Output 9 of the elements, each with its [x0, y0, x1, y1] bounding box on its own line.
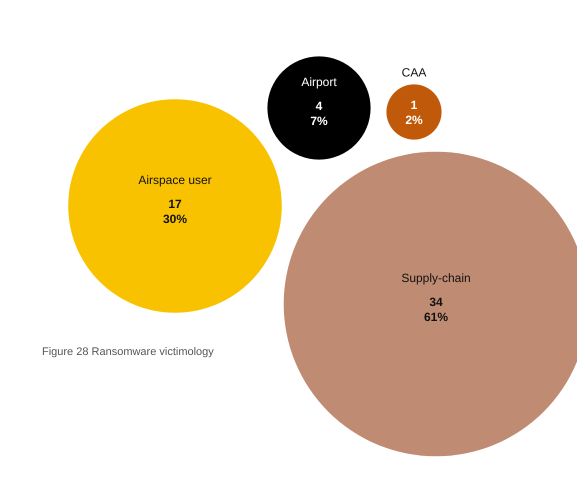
data-label: 4 7%	[310, 99, 328, 128]
category-label: Airport	[301, 75, 338, 89]
category-label: CAA	[402, 65, 426, 80]
data-label: 34 61%	[424, 295, 448, 324]
category-label: Airspace user	[138, 173, 212, 187]
data-label: 17 30%	[162, 197, 188, 226]
category-label: Supply-chain	[401, 271, 471, 285]
data-label: 1 2%	[405, 98, 423, 127]
caption: Figure 28 Ransomware victimology	[42, 346, 214, 358]
